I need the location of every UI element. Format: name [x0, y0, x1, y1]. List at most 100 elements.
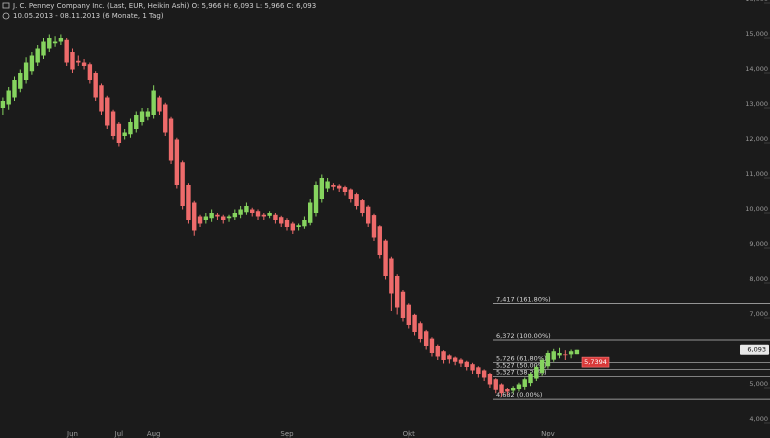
candle-body [6, 90, 11, 105]
candle-body [134, 115, 139, 130]
candle-body [23, 62, 29, 81]
candle-body [458, 359, 464, 364]
candle-body [510, 387, 516, 391]
candle-body [163, 104, 168, 133]
candle-body [452, 357, 458, 362]
candle-body [87, 64, 93, 81]
candle-body [354, 194, 359, 206]
candle-body [279, 217, 284, 224]
candle-body [302, 219, 307, 227]
candle-body [226, 216, 232, 219]
candle-body [464, 361, 469, 367]
marker-label: 5,7394 [584, 358, 607, 366]
candle-body [99, 85, 104, 112]
candle-body [308, 202, 313, 223]
candle-body [360, 200, 365, 213]
x-tick-label: Okt [403, 430, 416, 438]
candle-body [105, 97, 110, 126]
candle-body [261, 214, 267, 217]
candle-body [389, 258, 394, 294]
x-tick-label: Jul [114, 430, 124, 438]
candle-body [238, 209, 243, 215]
candle-body [244, 205, 249, 213]
candle-body [429, 338, 435, 353]
candle-body [81, 62, 87, 67]
candle-body [128, 122, 133, 135]
candle-body [116, 123, 122, 144]
candle-body [192, 202, 197, 231]
candle-body [441, 351, 446, 360]
candle-body [180, 162, 185, 206]
chart-title: J. C. Penney Company Inc. (Last, EUR, He… [12, 2, 316, 10]
candle-body [400, 291, 406, 318]
y-tick-label: 13,000 [745, 100, 768, 108]
candle-body [64, 39, 69, 63]
candle-body [418, 323, 423, 339]
fib-label: 5,527 (50.00%) [496, 362, 547, 370]
candle-body [487, 373, 493, 385]
candle-body [209, 212, 214, 219]
clock-icon [2, 12, 10, 20]
candle-body [255, 211, 261, 217]
candle-body [267, 212, 272, 216]
candle-body [325, 181, 330, 189]
y-tick-label: 16,000 [745, 0, 768, 3]
candle-body [52, 41, 58, 44]
candle-body [470, 364, 475, 371]
candle-body [284, 219, 290, 227]
candle-body [348, 189, 353, 199]
candle-body [70, 52, 75, 70]
fib-label: 4,682 (0.00%) [496, 391, 542, 399]
y-tick-label: 14,000 [745, 65, 768, 73]
candle-body [319, 177, 324, 199]
candle-body [12, 80, 17, 98]
candle-body [493, 379, 498, 390]
candle-body [296, 225, 301, 227]
candle-body [365, 206, 371, 224]
candle-body [221, 216, 226, 220]
candle-body [539, 359, 545, 373]
candle-body [412, 314, 417, 332]
candle-body [313, 184, 319, 213]
candle-body [435, 345, 440, 357]
y-tick-label: 8,000 [749, 275, 768, 283]
candle-body [406, 304, 411, 325]
candle-body [481, 370, 487, 378]
candle-body [331, 184, 336, 187]
candle-body [557, 352, 562, 356]
fib-label: 6,372 (100.00%) [496, 332, 551, 340]
candle-body [110, 111, 116, 137]
y-tick-label: 15,000 [745, 30, 768, 38]
candle-body [534, 366, 539, 379]
candle-body [47, 38, 52, 49]
chart-subtitle: 10.05.2013 - 08.11.2013 (6 Monate, 1 Tag… [13, 12, 164, 20]
candle-body [197, 216, 203, 224]
candle-body [273, 214, 278, 220]
candle-body [545, 352, 551, 367]
candle-body [29, 55, 35, 72]
candle-body [377, 226, 382, 255]
candle-body [93, 73, 98, 98]
candle-body [476, 367, 481, 374]
y-tick-label: 12,000 [745, 135, 768, 143]
candle-body [551, 351, 556, 360]
candle-body [394, 275, 400, 308]
candle-body [290, 223, 296, 231]
candle-body [563, 354, 568, 356]
candle-body [342, 187, 348, 192]
candle-body [0, 101, 6, 109]
last-price-label: 6,093 [747, 346, 766, 354]
header: J. C. Penney Company Inc. (Last, EUR, He… [2, 2, 316, 20]
y-tick-label: 4,000 [749, 415, 768, 423]
candle-body [383, 240, 388, 276]
candle-body [76, 60, 81, 63]
candle-body [203, 216, 209, 220]
candle-body [568, 351, 574, 355]
chart-icon [2, 2, 10, 9]
candle-body [157, 97, 162, 112]
fib-label: 5,726 (61.80%) [496, 355, 547, 363]
candle-body [516, 384, 522, 390]
candle-body [186, 184, 191, 220]
